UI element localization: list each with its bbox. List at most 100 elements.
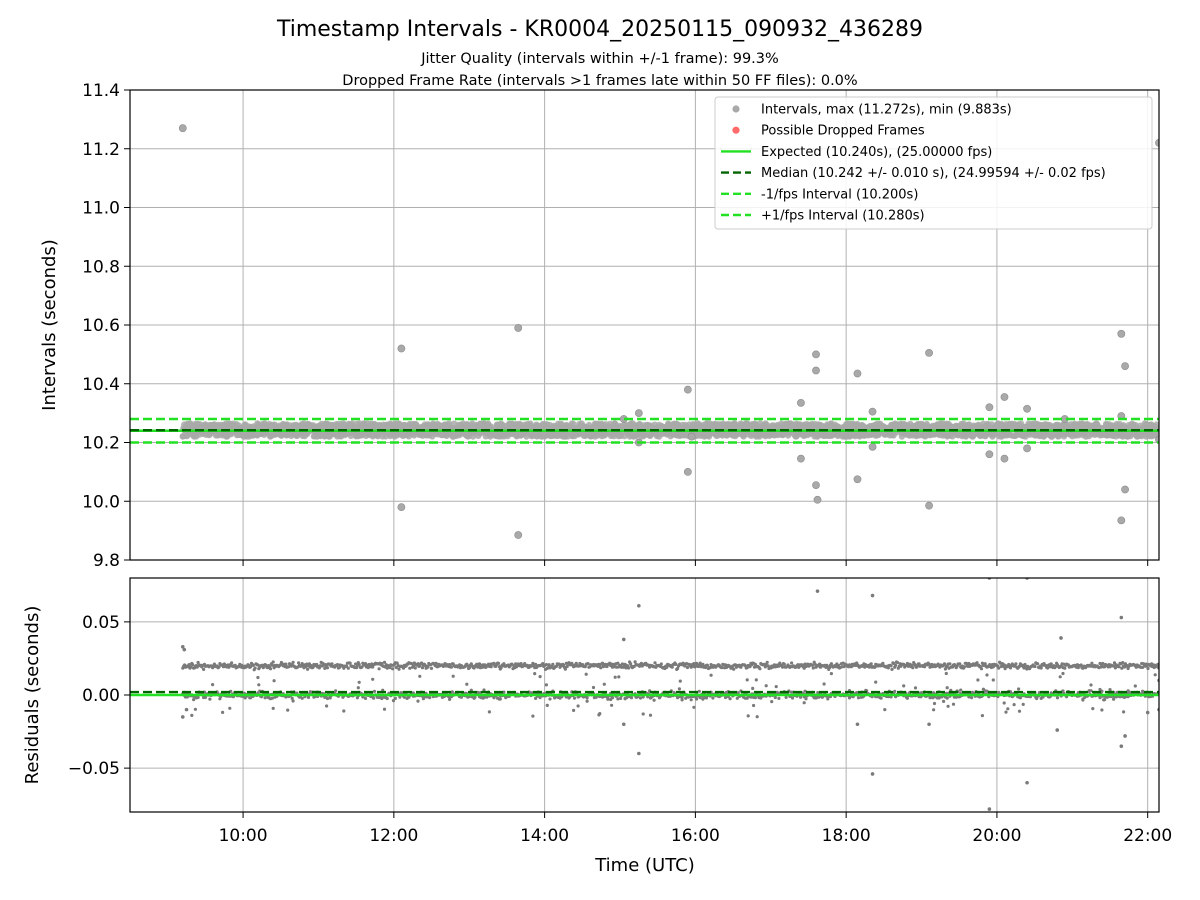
residual-point: [325, 666, 330, 670]
residual-point: [979, 667, 984, 671]
residual-point: [533, 672, 537, 676]
residual-point: [1133, 684, 1137, 688]
residual-point: [448, 663, 452, 667]
residual-point: [684, 696, 688, 700]
residual-point: [751, 686, 755, 691]
residual-point: [393, 696, 397, 701]
residual-point: [1007, 662, 1011, 667]
residual-point: [1089, 689, 1093, 693]
residual-point: [780, 665, 785, 669]
residual-point: [1058, 675, 1062, 679]
residual-point: [489, 665, 493, 669]
top-ytick-label-0: 9.8: [93, 551, 120, 571]
residual-point: [889, 664, 893, 668]
top-ytick-label-5: 10.8: [82, 257, 120, 277]
residual-point: [697, 689, 701, 693]
residual-point: [1156, 662, 1159, 666]
interval-outlier-23: [985, 403, 994, 412]
chart-subtitle-dropped: Dropped Frame Rate (intervals >1 frames …: [342, 73, 857, 89]
residual-point: [886, 666, 891, 670]
residual-point: [777, 696, 781, 701]
residual-point: [196, 695, 200, 700]
residual-point: [680, 698, 684, 702]
residual-point: [344, 664, 349, 668]
residual-point: [395, 661, 399, 665]
residual-points: [180, 578, 1159, 811]
residual-point: [1017, 687, 1021, 691]
residual-point: [548, 697, 552, 701]
residual-point: [638, 696, 643, 700]
legend-entry-1: Possible Dropped Frames: [761, 124, 925, 139]
interval-outlier-35: [1155, 138, 1159, 147]
residual-point: [970, 696, 974, 700]
residual-point: [193, 707, 197, 711]
residual-point: [670, 665, 674, 669]
residual-point: [942, 662, 947, 666]
residual-point: [342, 709, 346, 713]
residual-point: [325, 696, 330, 701]
residual-point: [692, 662, 696, 666]
residual-point: [758, 667, 762, 671]
top-ytick-label-7: 11.2: [82, 140, 120, 160]
residual-point: [585, 696, 589, 700]
residual-point: [413, 666, 417, 670]
top-panel: 9.810.010.210.410.610.811.011.211.4Inter…: [82, 81, 1160, 571]
residual-point: [613, 675, 617, 679]
residual-point: [964, 661, 968, 665]
residual-point: [1089, 683, 1093, 687]
residual-point: [983, 662, 987, 666]
residual-point: [356, 686, 360, 690]
residual-point: [1100, 689, 1104, 693]
residual-point: [728, 697, 732, 701]
residual-point: [485, 695, 489, 699]
residual-point: [482, 688, 486, 692]
residual-point: [426, 665, 430, 669]
residual-point: [534, 696, 538, 701]
residual-point: [272, 679, 276, 683]
residual-point: [538, 695, 542, 700]
residual-point: [306, 695, 311, 700]
residual-point: [380, 661, 384, 666]
residual-point: [620, 662, 625, 666]
residual-point: [997, 666, 1001, 670]
residual-point: [665, 665, 669, 670]
residual-point: [325, 704, 329, 708]
chart-title: Timestamp Intervals - KR0004_20250115_09…: [276, 17, 923, 42]
top-ytick-label-4: 10.6: [82, 316, 120, 336]
residual-point: [890, 667, 894, 672]
residual-point: [764, 684, 768, 688]
residual-point: [300, 696, 304, 700]
residual-point: [720, 666, 724, 670]
legend-box: [714, 96, 1153, 230]
residual-point: [451, 674, 455, 678]
residual-point: [1008, 666, 1013, 670]
interval-outlier-16: [813, 495, 822, 504]
residual-point: [391, 699, 396, 703]
residual-point: [270, 663, 274, 667]
interval-outlier-20: [868, 443, 877, 451]
residual-point: [382, 707, 387, 711]
residual-point: [1063, 666, 1067, 670]
residual-point: [804, 697, 808, 701]
residual-point: [923, 665, 927, 669]
residual-point: [674, 662, 678, 667]
residual-point: [330, 662, 334, 666]
interval-outlier-24: [985, 450, 994, 459]
residual-point: [1091, 707, 1095, 711]
residual-point: [951, 702, 956, 706]
residual-point: [487, 710, 491, 714]
residual-point: [695, 661, 699, 666]
residual-point: [911, 666, 915, 670]
residual-point: [304, 665, 308, 669]
residual-point: [371, 677, 375, 681]
residual-point: [1046, 666, 1050, 670]
interval-outlier-18: [853, 475, 862, 484]
residual-point: [498, 697, 502, 701]
residual-point: [985, 689, 989, 693]
top-ytick-label-2: 10.2: [82, 434, 120, 454]
residual-point: [290, 696, 294, 701]
top-ytick-label-6: 11.0: [82, 199, 120, 219]
residual-point: [895, 660, 900, 665]
residual-point: [879, 696, 883, 700]
